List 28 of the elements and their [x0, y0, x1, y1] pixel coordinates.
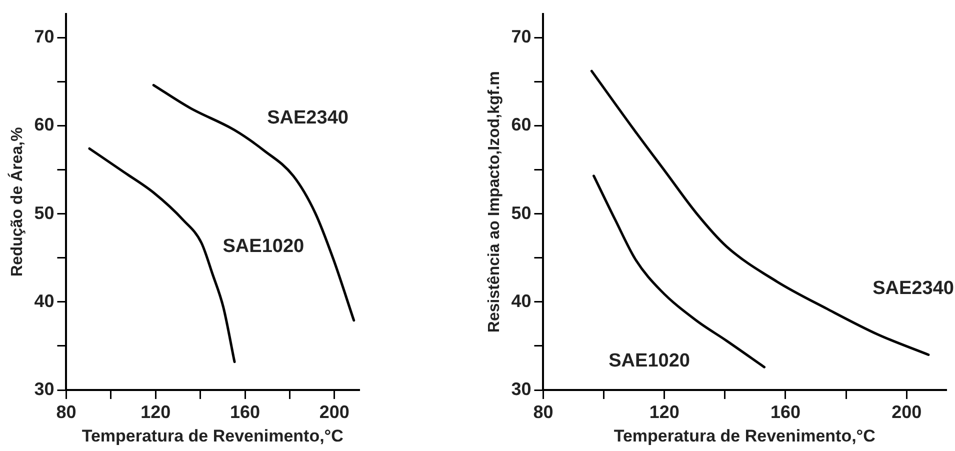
series-label: SAE2340 — [267, 108, 348, 129]
y-tick-label: 30 — [34, 378, 54, 399]
y-tick-label: 70 — [34, 26, 54, 47]
x-tick-label: 200 — [892, 402, 922, 422]
y-tick-label: 50 — [34, 202, 54, 223]
x-tick-label: 120 — [649, 402, 680, 422]
x-tick-label: 200 — [319, 402, 350, 422]
x-tick-label: 80 — [533, 402, 554, 422]
x-tick-label: 160 — [230, 402, 260, 422]
line-series — [592, 174, 766, 368]
x-axis-title: Temperatura de Revenimento,°C — [614, 426, 876, 446]
series-label: SAE1020 — [608, 350, 690, 372]
x-axis-title: Temperatura de Revenimento,°C — [82, 426, 344, 446]
x-tick-label: 160 — [770, 402, 801, 422]
y-tick-label: 50 — [511, 202, 532, 223]
x-tick-label: 80 — [56, 402, 76, 422]
y-tick-label: 30 — [511, 378, 532, 399]
x-tick-label: 120 — [140, 402, 171, 422]
y-tick-label: 40 — [34, 290, 54, 311]
y-tick-label: 70 — [511, 26, 532, 47]
y-tick-label: 40 — [511, 290, 532, 311]
y-tick-label: 60 — [34, 114, 54, 135]
line-series — [152, 84, 356, 322]
y-axis-title: Redução de Área,% — [7, 127, 26, 277]
series-label: SAE2340 — [872, 278, 954, 300]
series-label: SAE1020 — [222, 236, 304, 258]
y-tick-label: 60 — [511, 114, 532, 135]
y-axis-title: Resistência ao Impacto,Izod,kgf.m — [486, 71, 504, 333]
